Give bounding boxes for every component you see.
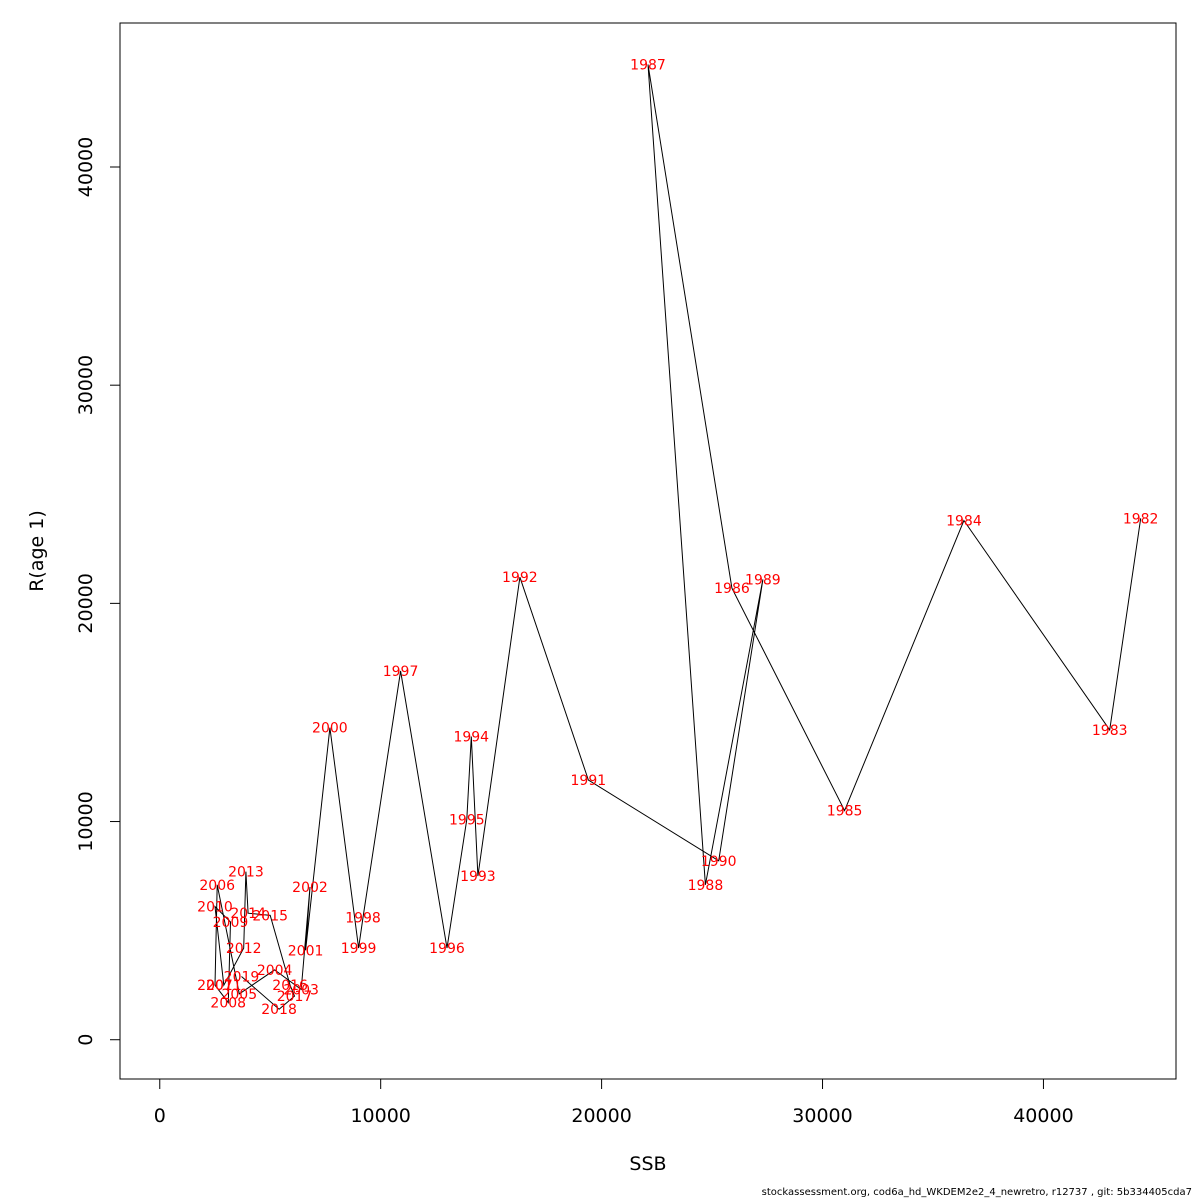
year-label-2017: 2017 <box>277 989 313 1005</box>
year-label-2007: 2007 <box>197 978 233 994</box>
year-label-2016: 2016 <box>272 978 308 994</box>
year-label-1998: 1998 <box>345 911 381 927</box>
footer-note: stockassessment.org, cod6a_hd_WKDEM2e2_4… <box>761 1187 1192 1198</box>
y-axis: 0 10000 20000 30000 40000 <box>75 137 121 1046</box>
year-label-1994: 1994 <box>453 729 489 745</box>
year-label-2000: 2000 <box>312 721 348 737</box>
year-label-2010: 2010 <box>197 900 233 916</box>
y-axis-title: R(age 1) <box>26 510 48 592</box>
year-label-2003: 2003 <box>283 983 319 999</box>
year-label-1993: 1993 <box>460 869 496 885</box>
year-label-2018: 2018 <box>261 1002 297 1018</box>
x-axis-title: SSB <box>629 1153 666 1175</box>
year-label-1990: 1990 <box>701 854 737 870</box>
year-label-2009: 2009 <box>213 915 249 931</box>
x-tick-label: 0 <box>154 1105 166 1127</box>
year-label-2001: 2001 <box>288 943 324 959</box>
year-label-2008: 2008 <box>210 996 246 1012</box>
year-label-2012: 2012 <box>226 941 262 957</box>
x-tick-label: 30000 <box>792 1105 852 1127</box>
year-label-2015: 2015 <box>252 908 288 924</box>
year-label-1992: 1992 <box>502 570 538 586</box>
y-tick-label: 10000 <box>75 791 97 851</box>
year-label-2002: 2002 <box>292 880 328 896</box>
year-label-1995: 1995 <box>449 812 485 828</box>
y-tick-label: 20000 <box>75 573 97 633</box>
year-label-1989: 1989 <box>745 572 781 588</box>
x-tick-label: 10000 <box>350 1105 410 1127</box>
year-label-2011: 2011 <box>206 978 242 994</box>
x-axis: 0 10000 20000 30000 40000 <box>154 1078 1074 1127</box>
x-tick-label: 20000 <box>571 1105 631 1127</box>
y-tick-label: 30000 <box>75 355 97 415</box>
year-label-1986: 1986 <box>714 581 750 597</box>
year-label-2013: 2013 <box>228 865 264 881</box>
year-label-1996: 1996 <box>429 941 465 957</box>
year-label-1985: 1985 <box>827 804 863 820</box>
y-tick-label: 0 <box>75 1034 97 1046</box>
year-label-1987: 1987 <box>630 57 666 73</box>
year-label-1983: 1983 <box>1092 723 1128 739</box>
point-labels: 1982 1983 1984 1985 1986 1987 1988 1989 1990 1991… <box>197 57 1158 1018</box>
year-label-1999: 1999 <box>341 941 377 957</box>
year-label-2004: 2004 <box>257 963 293 979</box>
year-label-1984: 1984 <box>946 513 982 529</box>
series-line <box>214 64 1142 1010</box>
year-label-2006: 2006 <box>199 878 235 894</box>
year-label-1997: 1997 <box>383 664 419 680</box>
year-label-2014: 2014 <box>230 906 266 922</box>
year-label-1991: 1991 <box>571 773 607 789</box>
year-label-1982: 1982 <box>1123 511 1159 527</box>
year-label-1988: 1988 <box>688 878 724 894</box>
y-tick-label: 40000 <box>75 137 97 197</box>
year-label-2019: 2019 <box>224 969 260 985</box>
x-tick-label: 40000 <box>1013 1105 1073 1127</box>
year-label-2005: 2005 <box>221 987 257 1003</box>
sr-trajectory-line <box>214 64 1142 1010</box>
